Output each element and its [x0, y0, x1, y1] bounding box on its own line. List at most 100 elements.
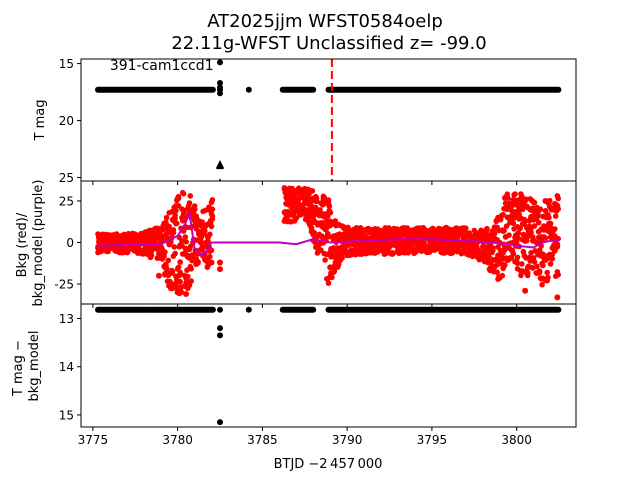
bkg-point [515, 230, 522, 236]
bkg-point [180, 190, 187, 197]
panel-middle-background: -25 0 25 [54, 180, 577, 308]
bkg-point [518, 272, 524, 279]
bkg-point [502, 247, 508, 253]
bkg-point [547, 261, 554, 267]
bkg-point [523, 196, 529, 202]
background-series [95, 185, 561, 301]
y-tick-label: 13 [59, 312, 74, 326]
bkg-point [505, 195, 512, 202]
bkg-point [205, 238, 211, 245]
bkg-point [547, 220, 554, 227]
bkg-point [217, 259, 224, 266]
bkg-point [177, 269, 183, 276]
bkg-point [171, 244, 177, 250]
bkg-point [191, 206, 198, 213]
bkg-point [208, 223, 215, 230]
bkg-point [519, 193, 525, 200]
data-point [310, 86, 317, 93]
bkg-point [175, 264, 182, 271]
bkg-point [172, 250, 178, 257]
point-run [325, 86, 562, 93]
point-run [95, 306, 216, 313]
bkg-point [528, 229, 534, 236]
panel-bottom-corrected-magnitude: 13 14 15 3775 3780 3785 3790 3795 3800 [59, 303, 577, 447]
bkg-point [199, 219, 205, 225]
bkg-point [510, 220, 517, 227]
bkg-point [554, 202, 561, 209]
x-tick-label: 3795 [417, 433, 448, 447]
bkg-point [491, 230, 498, 237]
bkg-point [542, 197, 549, 204]
ylabel-middle-line2: bkg_model (purple) [31, 180, 46, 307]
bkg-point [187, 243, 194, 250]
bkg-point [162, 249, 168, 255]
bkg-point [342, 248, 349, 254]
data-point [217, 79, 224, 86]
bkg-point [331, 268, 338, 275]
data-point [217, 325, 224, 332]
bkg-point [208, 259, 215, 266]
data-point [217, 419, 224, 426]
bkg-point [555, 195, 561, 202]
y-tick-label: 25 [59, 171, 74, 185]
bkg-point [177, 278, 183, 285]
bkg-point [207, 253, 213, 260]
data-point [310, 306, 317, 313]
y-tick-label: 0 [66, 236, 74, 250]
upper-limit-marker [218, 178, 222, 181]
sector-label: 391-cam1ccd1 [110, 58, 214, 74]
bkg-point [182, 234, 189, 240]
bkg-point [325, 280, 332, 286]
bkg-point [329, 274, 335, 281]
bkg-point [173, 207, 179, 214]
bkg-point [162, 262, 169, 269]
bkg-point [537, 206, 544, 212]
ylabel-middle-line1: Bkg (red)/ [15, 212, 30, 277]
chart-title-line2: 22.11g-WFST Unclassified z= -99.0 [171, 33, 486, 54]
bkg-point [326, 233, 333, 240]
bkg-point [339, 255, 345, 261]
bkg-point [187, 193, 194, 199]
bkg-point [549, 255, 556, 262]
bkg-point [499, 272, 506, 279]
bkg-point [186, 200, 193, 206]
ylabel-bottom-line2: bkg_model [27, 330, 42, 401]
upper-limit-marker [216, 161, 225, 170]
bkg-point [501, 228, 507, 234]
bkg-point [500, 211, 506, 218]
x-tick-label: 3790 [332, 433, 363, 447]
bkg-point [325, 197, 332, 203]
ylabel-bottom: T mag − bkg_model [11, 330, 42, 401]
bkg-point [169, 268, 176, 275]
bkg-point [322, 257, 328, 263]
bkg-point [208, 247, 215, 254]
bkg-point [542, 208, 549, 214]
bkg-point [519, 261, 525, 267]
bkg-point [484, 225, 490, 232]
bkg-point [148, 252, 155, 259]
point-run [325, 306, 562, 313]
y-tick-label: 20 [59, 114, 74, 128]
x-tick-label: 3780 [162, 433, 193, 447]
ylabel-bottom-line1: T mag − [11, 340, 26, 397]
bkg-point [514, 260, 521, 267]
bkg-point [531, 259, 538, 265]
bkg-point [554, 294, 561, 301]
bkg-point [542, 235, 549, 241]
bkg-point [313, 198, 320, 205]
x-tick-label: 3785 [247, 433, 278, 447]
bkg-point [540, 262, 546, 269]
bkg-point [182, 245, 189, 252]
bkg-point [524, 272, 531, 279]
data-point [555, 86, 562, 93]
bkg-point [534, 263, 540, 270]
bkg-point [530, 265, 536, 271]
x-tick-label: 3800 [501, 433, 532, 447]
bkg-point [531, 223, 538, 229]
bkg-point [506, 232, 512, 238]
ylabel-middle: Bkg (red)/ bkg_model (purple) [15, 180, 46, 307]
bkg-point [326, 203, 333, 209]
bkg-point [318, 247, 324, 253]
bkg-point [490, 245, 496, 251]
